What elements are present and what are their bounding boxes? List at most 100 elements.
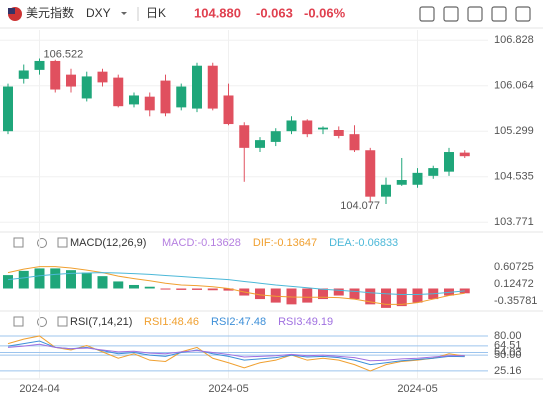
candle-body [302, 120, 313, 135]
macd-bar [160, 288, 171, 290]
candle-body [97, 71, 108, 83]
macd-bar [349, 288, 360, 300]
legend-entry: RSI2:47.48 [211, 316, 266, 328]
legend-entry: DEA:-0.06833 [329, 237, 398, 249]
macd-bar [318, 288, 328, 300]
symbol[interactable]: DXY [86, 6, 111, 20]
y-tick-label: 0.60725 [494, 261, 534, 273]
macd-bar [81, 272, 92, 289]
instrument-name[interactable]: 美元指数 [26, 5, 74, 20]
legend-entry: DIF:-0.13647 [253, 237, 317, 249]
candle-body [160, 80, 171, 114]
macd-bar [223, 288, 234, 291]
tool-icon[interactable] [467, 6, 483, 22]
macd-bar [113, 281, 124, 289]
low-annotation: 104.077 [340, 200, 380, 212]
macd-bar [286, 288, 297, 305]
candle-body [396, 180, 407, 185]
macd-bar [97, 276, 108, 289]
toolbar [419, 6, 531, 22]
y-tick-label: 104.535 [494, 171, 534, 183]
indicator-line [7, 340, 465, 366]
expand-icon[interactable] [57, 237, 68, 248]
macd-bar [3, 275, 13, 289]
candle-body [129, 95, 139, 105]
macd-bar [176, 288, 187, 290]
candle-body [207, 65, 218, 109]
settings-icon[interactable] [37, 317, 47, 327]
macd-bar [270, 288, 281, 303]
flag-canton [8, 8, 15, 14]
legend-entry: RSI3:49.19 [278, 316, 333, 328]
x-tick-label: 2024-05 [397, 383, 437, 395]
period[interactable]: 日K [146, 6, 166, 20]
high-annotation: 106.522 [44, 48, 84, 60]
y-tick-label: -0.35781 [494, 295, 537, 307]
y-tick-label: 25.16 [494, 365, 522, 377]
dropdown-arrow[interactable] [121, 12, 127, 15]
macd-bar [333, 288, 344, 296]
candle-body [381, 184, 391, 197]
close-icon[interactable] [13, 237, 24, 248]
macd-bar [66, 270, 76, 289]
indicator-line [7, 272, 465, 295]
tool-icon[interactable] [419, 6, 435, 22]
y-tick-label: 103.771 [494, 216, 534, 228]
y-tick-label: 106.064 [494, 80, 534, 92]
macd-bar [302, 288, 313, 303]
indicator-line [7, 335, 465, 372]
candle-body [444, 152, 454, 172]
change: -0.063 [256, 5, 293, 20]
macd-bar [18, 270, 29, 289]
y-tick-label: 80.00 [494, 330, 522, 342]
candle-body [144, 96, 155, 111]
macd-bar [207, 288, 218, 291]
candle-body [18, 70, 29, 79]
price: 104.880 [194, 5, 241, 20]
close-icon[interactable] [13, 316, 24, 327]
candle-body [428, 168, 439, 176]
candle-body [223, 95, 234, 125]
candle-body [81, 76, 92, 99]
candle-body [255, 140, 265, 148]
candle-body [50, 60, 61, 90]
legend-entry: MACD:-0.13628 [162, 237, 241, 249]
macd-bar [34, 268, 45, 289]
indicator-line [7, 343, 465, 362]
expand-icon[interactable] [57, 316, 68, 327]
change-pct: -0.06% [304, 5, 346, 20]
candle-body [333, 130, 344, 136]
macd-bar [381, 288, 391, 308]
tool-icon[interactable] [515, 6, 531, 22]
macd-bar [412, 288, 423, 303]
candle-body [34, 60, 45, 70]
y-tick-label: 64.51 [494, 340, 522, 352]
candle-body [349, 134, 360, 151]
macd-bar [396, 288, 407, 307]
macd-bar [129, 284, 139, 289]
y-tick-label: 106.828 [494, 34, 534, 46]
macd-bar [365, 288, 376, 305]
candle-body [192, 65, 202, 109]
y-tick-label: 0.12472 [494, 278, 534, 290]
legend-entry: RSI1:48.46 [144, 316, 199, 328]
macd-bar [255, 288, 265, 300]
candle-body [270, 131, 281, 142]
tool-icon[interactable] [491, 6, 507, 22]
x-tick-label: 2024-05 [208, 383, 248, 395]
candle-body [113, 77, 124, 107]
candle-body [3, 86, 13, 132]
candle-body [365, 150, 376, 197]
candle-body [286, 120, 297, 132]
indicator-line [7, 266, 465, 305]
x-tick-label: 2024-04 [19, 383, 59, 395]
macd-bar [192, 288, 202, 290]
tool-icon[interactable] [443, 6, 459, 22]
macd-title: MACD(12,26,9) [70, 237, 146, 249]
panel-icons [13, 237, 68, 327]
settings-icon[interactable] [37, 238, 47, 248]
candle-body [66, 74, 76, 87]
y-tick-label: 50.00 [494, 349, 522, 361]
